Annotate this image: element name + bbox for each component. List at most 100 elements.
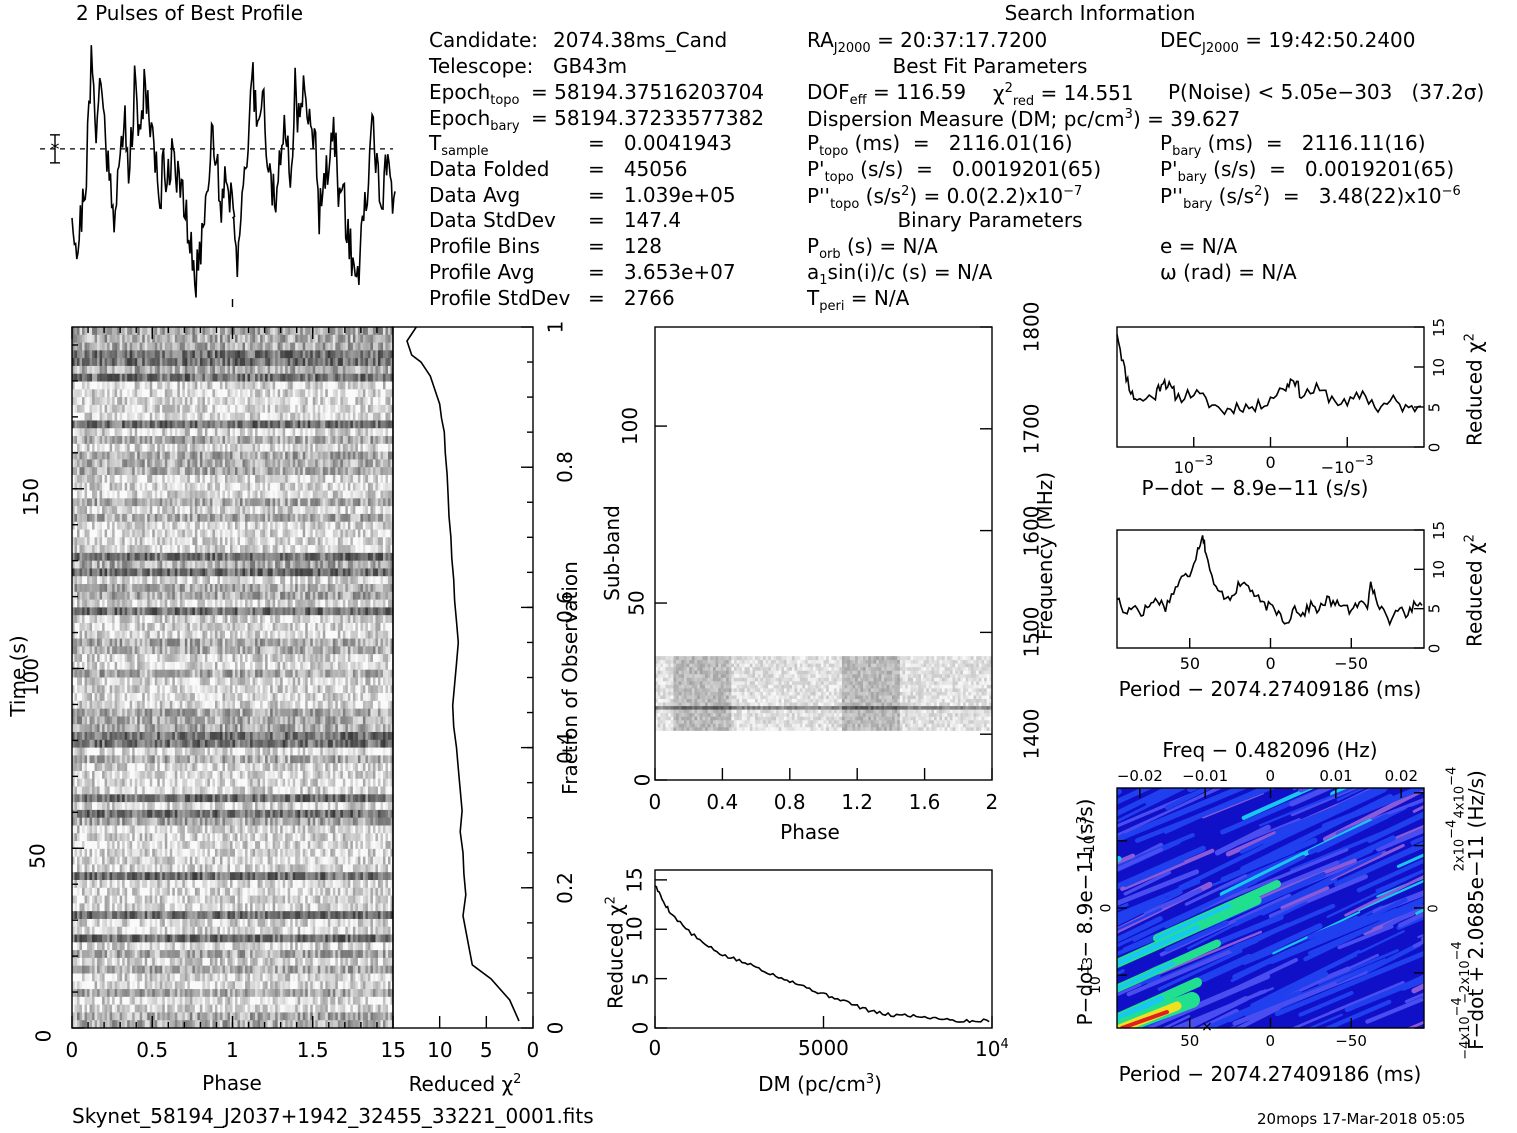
time-phase-pixel bbox=[107, 537, 111, 546]
time-phase-pixel bbox=[347, 591, 351, 601]
time-phase-pixel bbox=[84, 490, 88, 499]
time-phase-pixel bbox=[82, 358, 85, 367]
time-phase-pixel bbox=[222, 607, 226, 616]
time-phase-pixel bbox=[192, 404, 196, 414]
time-phase-pixel bbox=[139, 498, 143, 507]
time-phase-pixel bbox=[219, 381, 223, 390]
time-phase-pixel bbox=[129, 506, 133, 515]
time-phase-pixel bbox=[245, 459, 248, 468]
time-phase-pixel bbox=[77, 568, 80, 577]
time-phase-pixel bbox=[297, 412, 301, 421]
time-phase-pixel bbox=[367, 560, 371, 569]
time-phase-pixel bbox=[177, 365, 181, 375]
time-phase-pixel bbox=[377, 529, 381, 538]
time-phase-pixel bbox=[152, 474, 156, 484]
time-phase-pixel bbox=[240, 373, 243, 382]
time-phase-pixel bbox=[227, 521, 231, 530]
time-phase-pixel bbox=[267, 513, 271, 523]
time-phase-pixel bbox=[119, 568, 123, 577]
time-phase-pixel bbox=[352, 560, 356, 569]
time-phase-pixel bbox=[235, 327, 238, 336]
time-phase-pixel bbox=[237, 599, 241, 608]
time-phase-pixel bbox=[222, 358, 226, 367]
time-phase-pixel bbox=[300, 459, 304, 468]
time-phase-pixel bbox=[337, 576, 341, 585]
time-phase-pixel bbox=[312, 591, 316, 601]
time-phase-pixel bbox=[134, 342, 138, 351]
time-phase-pixel bbox=[84, 420, 88, 429]
time-phase-pixel bbox=[122, 591, 126, 601]
time-phase-pixel bbox=[214, 482, 218, 491]
time-phase-pixel bbox=[154, 591, 158, 601]
time-phase-pixel bbox=[237, 428, 241, 437]
time-phase-pixel bbox=[380, 545, 384, 554]
time-phase-pixel bbox=[124, 521, 128, 530]
time-phase-pixel bbox=[112, 327, 116, 336]
time-phase-pixel bbox=[240, 412, 243, 421]
time-phase-pixel bbox=[270, 350, 274, 359]
time-phase-pixel bbox=[174, 506, 178, 515]
time-phase-pixel bbox=[235, 373, 238, 382]
time-phase-pixel bbox=[377, 404, 381, 414]
time-phase-pixel bbox=[305, 552, 309, 562]
time-phase-pixel bbox=[292, 490, 296, 499]
time-phase-pixel bbox=[340, 474, 344, 484]
time-phase-pixel bbox=[132, 420, 136, 429]
time-phase-pixel bbox=[285, 459, 289, 468]
time-phase-pixel bbox=[157, 545, 161, 554]
time-phase-pixel bbox=[77, 451, 80, 460]
time-phase-pixel bbox=[332, 334, 336, 343]
time-phase-pixel bbox=[89, 451, 93, 460]
time-phase-pixel bbox=[172, 474, 176, 484]
time-phase-pixel bbox=[305, 506, 309, 515]
time-phase-pixel bbox=[159, 568, 163, 577]
time-phase-pixel bbox=[152, 467, 156, 476]
time-phase-pixel bbox=[377, 365, 381, 375]
time-phase-pixel bbox=[77, 397, 80, 406]
time-phase-pixel bbox=[207, 506, 211, 515]
time-phase-pixel bbox=[280, 397, 284, 406]
time-phase-pixel bbox=[292, 389, 296, 398]
time-phase-pixel bbox=[102, 436, 105, 445]
time-phase-pixel bbox=[139, 521, 143, 530]
time-phase-pixel bbox=[275, 474, 279, 484]
time-phase-pixel bbox=[242, 428, 246, 437]
time-phase-pixel bbox=[277, 568, 281, 577]
time-phase-pixel bbox=[217, 381, 221, 390]
time-phase-pixel bbox=[282, 498, 286, 507]
time-phase-pixel bbox=[242, 443, 246, 453]
time-phase-pixel bbox=[89, 506, 93, 515]
time-phase-pixel bbox=[72, 521, 75, 530]
time-phase-pixel bbox=[277, 498, 281, 507]
time-phase-pixel bbox=[229, 420, 233, 429]
time-phase-pixel bbox=[360, 552, 364, 562]
time-phase-pixel bbox=[159, 482, 163, 491]
time-phase-pixel bbox=[159, 599, 163, 608]
time-phase-pixel bbox=[332, 350, 336, 359]
time-phase-pixel bbox=[360, 358, 364, 367]
time-phase-pixel bbox=[89, 552, 93, 562]
time-phase-pixel bbox=[132, 397, 136, 406]
time-phase-pixel bbox=[257, 342, 261, 351]
time-phase-pixel bbox=[224, 599, 228, 608]
time-phase-pixel bbox=[184, 490, 188, 499]
time-phase-pixel bbox=[197, 459, 201, 468]
time-phase-pixel bbox=[209, 350, 213, 359]
time-phase-pixel bbox=[94, 599, 98, 608]
time-phase-pixel bbox=[275, 545, 279, 554]
time-phase-pixel bbox=[350, 584, 354, 593]
time-phase-pixel bbox=[285, 537, 289, 546]
time-phase-pixel bbox=[287, 599, 291, 608]
time-phase-pixel bbox=[189, 334, 193, 343]
time-phase-pixel bbox=[127, 451, 131, 460]
time-phase-pixel bbox=[257, 537, 261, 546]
time-phase-pixel bbox=[367, 412, 371, 421]
time-phase-pixel bbox=[265, 568, 269, 577]
time-phase-pixel bbox=[232, 373, 236, 382]
time-phase-pixel bbox=[104, 537, 108, 546]
time-phase-pixel bbox=[74, 436, 78, 445]
time-phase-pixel bbox=[204, 412, 208, 421]
time-phase-pixel bbox=[229, 381, 233, 390]
time-phase-pixel bbox=[209, 537, 213, 546]
time-phase-pixel bbox=[72, 373, 75, 382]
